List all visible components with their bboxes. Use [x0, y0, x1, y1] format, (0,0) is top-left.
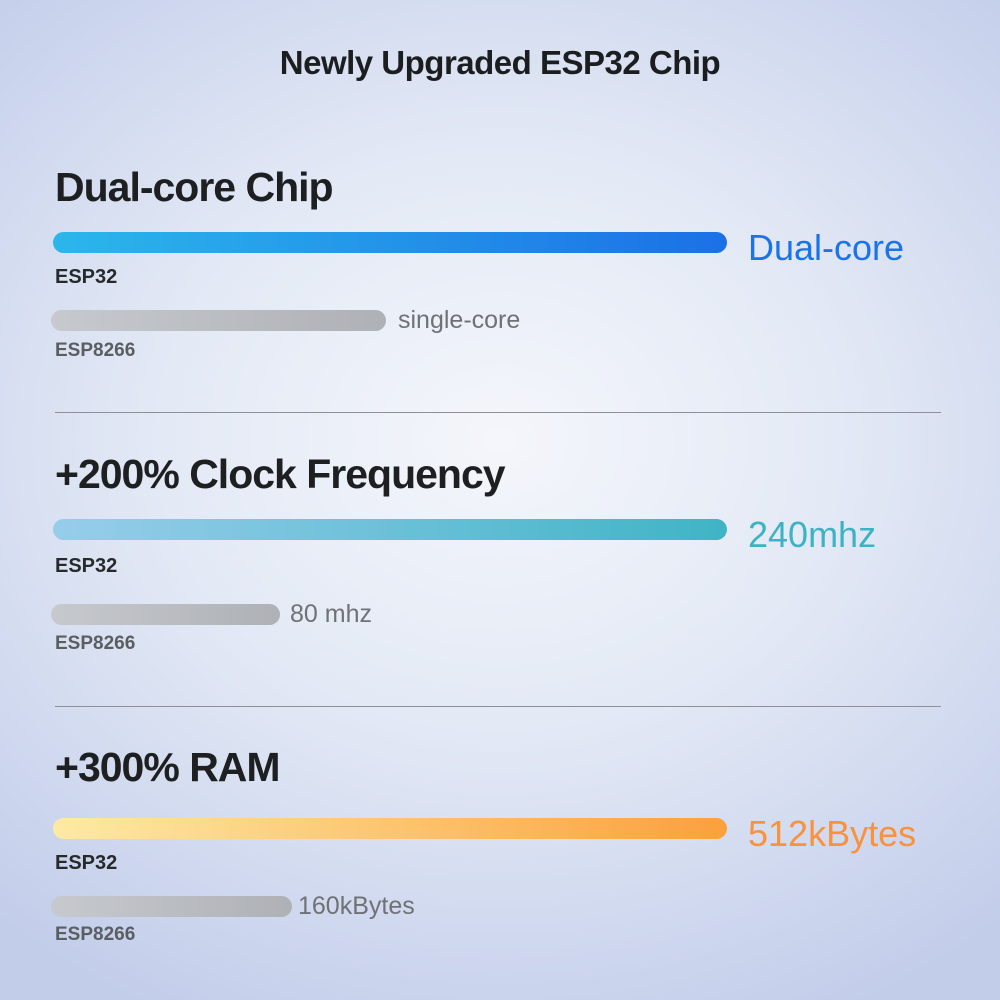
page-title: Newly Upgraded ESP32 Chip	[279, 44, 721, 81]
esp8266-bar-ram	[51, 896, 292, 917]
esp32-value-clock: 240mhz	[748, 514, 877, 555]
esp32-value-dual-core: Dual-core	[748, 227, 905, 268]
section-divider	[55, 706, 941, 707]
section-heading-clock: +200% Clock Frequency	[55, 451, 506, 497]
section-divider	[55, 412, 941, 413]
esp8266-value-clock: 80 mhz	[290, 600, 372, 628]
esp32-bar-clock	[53, 519, 727, 540]
esp32-chip-label: ESP32	[55, 852, 118, 874]
esp8266-chip-label: ESP8266	[55, 633, 136, 654]
esp8266-bar-clock	[51, 604, 280, 625]
esp32-chip-label: ESP32	[55, 555, 118, 577]
esp8266-value-ram: 160kBytes	[298, 892, 415, 920]
esp8266-value-dual-core: single-core	[398, 306, 521, 334]
esp8266-chip-label: ESP8266	[55, 340, 136, 361]
section-heading-dual-core: Dual-core Chip	[55, 164, 334, 210]
section-heading-ram: +300% RAM	[55, 744, 281, 790]
esp32-chip-label: ESP32	[55, 266, 118, 288]
esp32-value-ram: 512kBytes	[748, 813, 917, 854]
esp32-bar-ram	[53, 818, 727, 839]
esp8266-bar-dual-core	[51, 310, 386, 331]
esp32-bar-dual-core	[53, 232, 727, 253]
esp8266-chip-label: ESP8266	[55, 924, 136, 945]
